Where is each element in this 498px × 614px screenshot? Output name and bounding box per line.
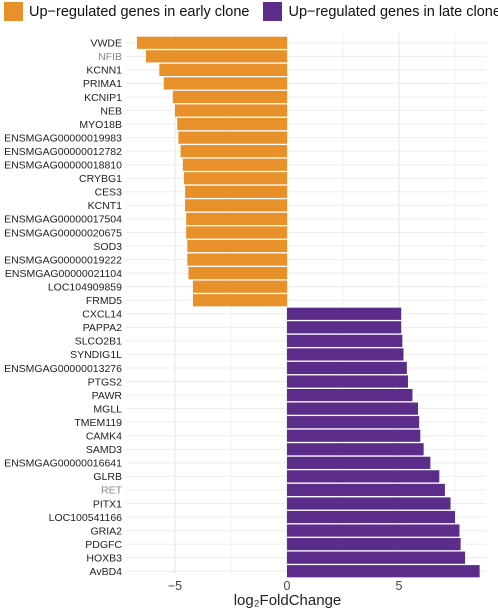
bar <box>183 172 287 185</box>
gene-label: ENSMGAG00000013276 <box>4 363 122 375</box>
gene-label: ENSMGAG00000016641 <box>4 458 122 470</box>
bar <box>287 538 461 551</box>
gene-label: TMEM119 <box>74 417 122 429</box>
x-tick-label: 0 <box>284 579 291 593</box>
bar <box>145 50 287 63</box>
gene-label: LOC104909859 <box>48 281 122 293</box>
legend-label-early: Up−regulated genes in early clone <box>29 3 250 20</box>
gene-label: CES3 <box>95 187 123 199</box>
gene-label: KCNT1 <box>88 200 123 212</box>
bar <box>287 416 420 429</box>
gene-label: KCNN1 <box>86 65 122 77</box>
gene-label: AvBD4 <box>90 566 123 578</box>
bar <box>185 199 287 212</box>
bar <box>163 77 287 90</box>
bar <box>192 280 287 293</box>
bar <box>175 104 287 117</box>
legend-swatch-early <box>4 2 23 21</box>
bar <box>178 131 287 144</box>
bar <box>185 185 287 198</box>
bar <box>287 361 407 375</box>
bar <box>187 253 287 266</box>
bar <box>287 524 460 537</box>
bars <box>136 36 480 578</box>
gene-label: SOD3 <box>93 241 122 253</box>
bar <box>159 63 287 76</box>
bar <box>287 429 421 442</box>
gene-label: LOC100541166 <box>49 512 123 524</box>
gene-label: SAMD3 <box>86 444 122 456</box>
gene-label: NEB <box>100 105 122 117</box>
bar <box>182 158 287 171</box>
gene-label: ENSMGAG00000018810 <box>4 160 122 172</box>
bar <box>287 510 455 524</box>
gene-label: SLCO2B1 <box>75 336 122 348</box>
bar <box>287 483 445 497</box>
gene-label: HOXB3 <box>86 552 122 564</box>
x-axis-label: log₂FoldChange <box>233 592 342 609</box>
gene-label: CXCL14 <box>82 309 122 321</box>
bar <box>287 375 408 388</box>
bar <box>287 551 466 564</box>
x-tick-label: 5 <box>396 579 403 593</box>
gene-label: MYO18B <box>79 119 122 131</box>
bar <box>186 212 287 226</box>
bar <box>172 90 287 104</box>
x-tick-label: −5 <box>168 579 182 593</box>
gene-label: PAPPA2 <box>83 322 122 334</box>
bar <box>187 239 287 253</box>
gene-label: ENSMGAG00000019222 <box>4 254 122 266</box>
gene-label: GLRB <box>93 471 122 483</box>
bar <box>287 565 480 578</box>
gene-label: ENSMGAG00000012782 <box>4 146 122 158</box>
bar <box>180 145 287 158</box>
bar <box>287 443 424 456</box>
gene-label: NFIB <box>98 51 122 63</box>
gene-label: PRIMA1 <box>83 78 122 90</box>
bar <box>287 321 402 334</box>
legend: Up−regulated genes in early clone Up−reg… <box>4 2 498 21</box>
gene-label: GRIA2 <box>90 525 122 537</box>
gene-label: VWDE <box>91 38 123 50</box>
gene-label: ENSMGAG00000019983 <box>4 132 122 144</box>
gene-label: ENSMGAG00000020675 <box>4 227 122 239</box>
legend-swatch-late <box>263 2 283 21</box>
bar <box>188 267 287 280</box>
gene-label: SYNDIG1L <box>70 349 122 361</box>
gene-label: ENSMGAG00000017504 <box>4 214 122 226</box>
gene-label: FRMD5 <box>86 295 122 307</box>
legend-label-late: Up−regulated genes in late clone <box>288 3 498 20</box>
bar <box>287 307 402 320</box>
gene-label: CRYBG1 <box>79 173 122 185</box>
bar <box>287 348 404 361</box>
gene-label: KCNIP1 <box>84 92 122 104</box>
x-ticks: −5 0 5 <box>168 579 403 593</box>
bar <box>287 402 419 415</box>
bar <box>136 36 287 49</box>
gene-label: PAWR <box>92 390 123 402</box>
legend-item-early: Up−regulated genes in early clone <box>4 2 249 21</box>
bar <box>177 117 287 131</box>
bar <box>287 388 413 402</box>
bar <box>186 226 287 239</box>
bar <box>287 470 440 483</box>
gene-label: PTGS2 <box>88 376 123 388</box>
bar <box>287 497 451 510</box>
gene-labels: VWDENFIBKCNN1PRIMA1KCNIP1NEBMYO18BENSMGA… <box>4 38 123 578</box>
gene-label: CAMK4 <box>86 431 122 443</box>
gene-label: PITX1 <box>93 498 122 510</box>
gene-label: RET <box>101 485 123 497</box>
bar <box>287 456 431 469</box>
gene-label: MGLL <box>93 403 122 415</box>
legend-item-late: Up−regulated genes in late clone <box>263 2 498 21</box>
gene-label: PDGFC <box>85 539 122 551</box>
bar <box>192 294 287 307</box>
bar <box>287 334 403 347</box>
gene-label: ENSMGAG00000021104 <box>5 268 122 280</box>
